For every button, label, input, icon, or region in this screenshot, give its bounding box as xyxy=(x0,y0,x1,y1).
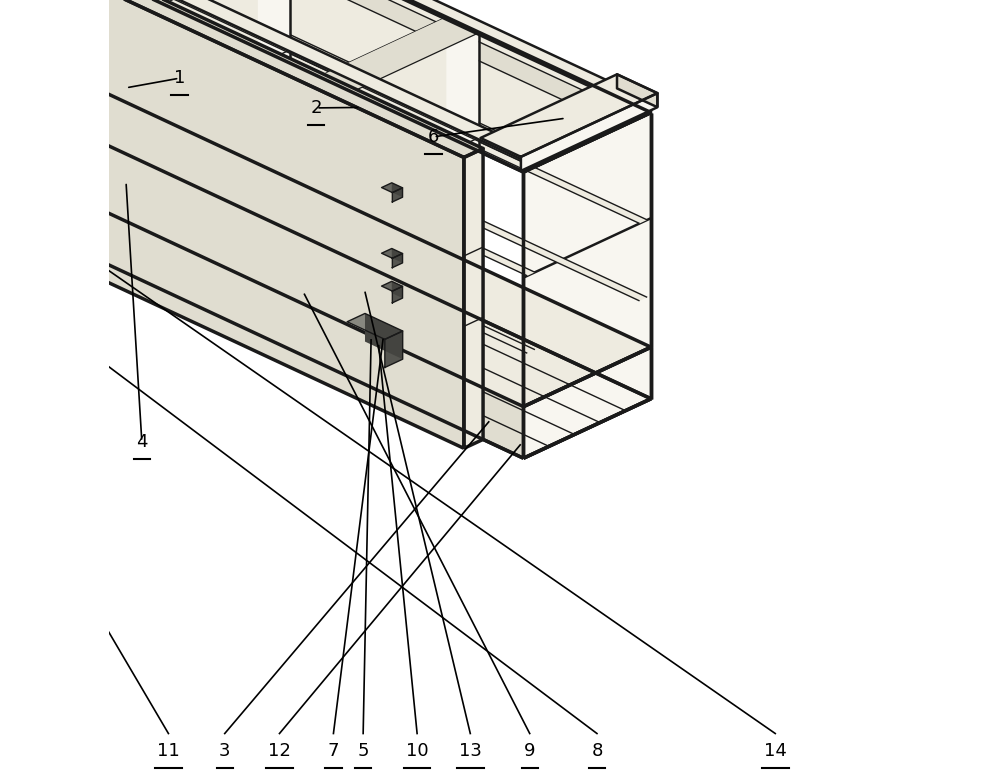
Polygon shape xyxy=(0,0,554,167)
Polygon shape xyxy=(0,0,535,276)
Text: 14: 14 xyxy=(764,741,787,760)
Polygon shape xyxy=(0,0,647,301)
Polygon shape xyxy=(351,32,479,326)
Polygon shape xyxy=(0,0,535,353)
Polygon shape xyxy=(481,74,657,157)
Text: 11: 11 xyxy=(157,741,180,760)
Polygon shape xyxy=(392,183,403,197)
Text: 1: 1 xyxy=(174,69,185,88)
Polygon shape xyxy=(0,0,651,108)
Text: 13: 13 xyxy=(459,741,482,760)
Polygon shape xyxy=(0,0,651,407)
Polygon shape xyxy=(617,74,657,107)
Polygon shape xyxy=(392,286,403,303)
Text: 8: 8 xyxy=(591,741,603,760)
Polygon shape xyxy=(382,183,403,192)
Polygon shape xyxy=(0,47,651,458)
Polygon shape xyxy=(385,331,403,368)
Polygon shape xyxy=(0,0,647,224)
Polygon shape xyxy=(0,0,483,157)
Polygon shape xyxy=(392,249,403,263)
Polygon shape xyxy=(392,253,403,267)
Text: 12: 12 xyxy=(268,741,291,760)
Polygon shape xyxy=(382,249,403,258)
Polygon shape xyxy=(0,0,641,127)
Polygon shape xyxy=(382,282,403,291)
Text: 10: 10 xyxy=(406,741,428,760)
Polygon shape xyxy=(523,347,651,458)
Polygon shape xyxy=(319,17,479,91)
Polygon shape xyxy=(521,93,657,171)
Polygon shape xyxy=(163,0,290,239)
Polygon shape xyxy=(464,149,483,448)
Polygon shape xyxy=(392,188,403,202)
Polygon shape xyxy=(636,101,651,120)
Text: 4: 4 xyxy=(136,432,148,451)
Text: 2: 2 xyxy=(310,99,322,117)
Polygon shape xyxy=(0,0,69,135)
Polygon shape xyxy=(523,113,651,407)
Polygon shape xyxy=(0,0,651,172)
Polygon shape xyxy=(0,0,102,150)
Polygon shape xyxy=(347,314,403,339)
Text: 9: 9 xyxy=(524,741,535,760)
Polygon shape xyxy=(319,17,446,311)
Polygon shape xyxy=(392,282,403,298)
Polygon shape xyxy=(130,0,290,4)
Polygon shape xyxy=(0,0,464,448)
Text: 5: 5 xyxy=(357,741,369,760)
Polygon shape xyxy=(0,0,539,160)
Text: 3: 3 xyxy=(219,741,230,760)
Polygon shape xyxy=(523,153,539,172)
Polygon shape xyxy=(130,0,258,224)
Polygon shape xyxy=(365,314,403,359)
Text: 7: 7 xyxy=(328,741,339,760)
Text: 6: 6 xyxy=(428,127,439,146)
